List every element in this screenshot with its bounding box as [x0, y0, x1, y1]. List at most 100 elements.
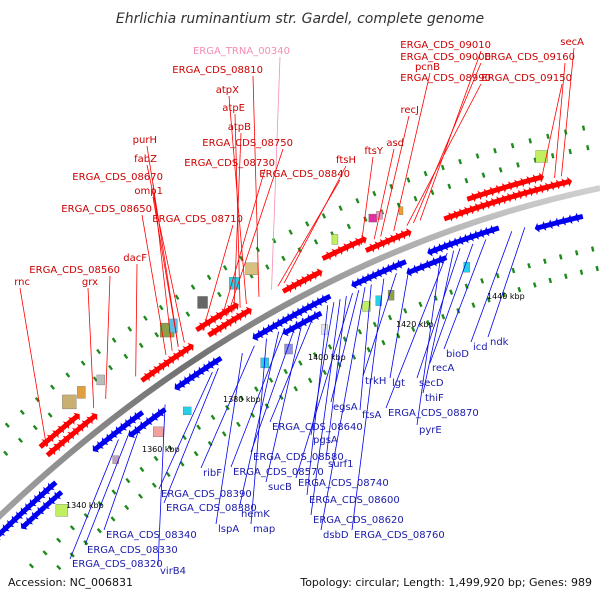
track-marker [516, 162, 520, 168]
track-marker [110, 516, 116, 522]
leader-line [380, 115, 410, 237]
track-marker [387, 314, 393, 321]
gene-label-erga-cds-09000: ERGA_CDS_09000 [400, 52, 491, 63]
gene-label-icd: icd [473, 342, 488, 353]
track-marker [167, 445, 173, 451]
gene-label-erga-cds-08570: ERGA_CDS_08570 [233, 467, 324, 478]
leader-line [135, 263, 138, 377]
gene-label-ftsa: ftsA [362, 410, 381, 421]
feature-blocks [55, 150, 548, 517]
gene-label-thif: thiF [425, 393, 444, 404]
leader-line [393, 72, 431, 232]
track-marker [92, 376, 98, 382]
gene-label-grx: grx [82, 277, 98, 288]
track-marker [357, 328, 363, 335]
track-marker [498, 167, 503, 173]
label-leader-lines [19, 47, 575, 567]
leader-line [362, 273, 397, 377]
leader-line [310, 299, 341, 516]
track-marker [165, 471, 171, 478]
topology-text: Topology: circular; Length: 1,499,920 bp… [299, 576, 592, 589]
reverse-gene-arrow [534, 222, 544, 233]
track-marker [527, 263, 531, 269]
track-marker [151, 482, 157, 488]
track-marker [271, 237, 277, 244]
track-marker [265, 264, 270, 270]
position-marker-1360-kbp: 1360 kbp [142, 445, 180, 454]
gene-label-trkh: trkH [365, 376, 386, 387]
leader-line [233, 132, 242, 312]
gene-label-erga-cds-09010: ERGA_CDS_09010 [400, 40, 491, 51]
reverse-gene-arrow [134, 410, 145, 420]
leader-line [359, 284, 372, 411]
track-marker [595, 265, 599, 272]
reverse-gene-arrow [212, 355, 223, 366]
gene-label-surf1: surf1 [328, 459, 354, 470]
leader-line [406, 83, 482, 226]
track-marker [528, 138, 532, 144]
gene-label-erga-cds-08640: ERGA_CDS_08640 [272, 422, 363, 433]
feature-block [62, 394, 77, 410]
leader-line [416, 255, 442, 426]
track-marker [278, 394, 284, 401]
gene-label-pyre: pyrE [419, 425, 442, 436]
leader-line [310, 302, 335, 436]
gene-label-asd: asd [386, 138, 404, 149]
forward-gene-arrow [312, 268, 323, 278]
gene-label-hemk: hemK [241, 509, 270, 520]
gene-label-dsbd: dsbD [323, 530, 349, 541]
gene-label-ribf: ribF [203, 468, 222, 479]
gene-label-erga-cds-08810: ERGA_CDS_08810 [172, 65, 263, 76]
gene-label-dacf: dacF [123, 253, 147, 264]
track-marker [346, 223, 351, 230]
track-marker [190, 284, 196, 290]
position-marker-1380-kbp: 1380 kbp [223, 395, 261, 404]
leader-line [320, 287, 366, 531]
leader-line [373, 148, 395, 240]
leader-line [265, 318, 304, 483]
gene-label-erga-cds-08390: ERGA_CDS_08390 [161, 489, 252, 500]
track-marker [222, 265, 228, 271]
track-marker [111, 337, 117, 343]
track-marker [293, 385, 299, 392]
leader-line [413, 62, 482, 224]
reverse-gene-arrow [554, 217, 564, 228]
track-marker [125, 477, 131, 484]
track-marker [158, 304, 164, 311]
leader-line [202, 224, 234, 331]
gene-label-egsa: egsA [333, 402, 358, 413]
leader-line [487, 227, 526, 338]
leader-line [416, 248, 461, 379]
track-marker [210, 414, 216, 421]
track-marker [579, 269, 584, 275]
track-marker [564, 273, 568, 279]
feature-block [463, 262, 470, 273]
leader-line [389, 267, 410, 379]
leader-line [105, 275, 111, 399]
leader-line [470, 231, 513, 343]
track-marker [366, 346, 371, 353]
track-marker [355, 197, 360, 204]
track-marker [372, 190, 377, 197]
feature-block [331, 234, 339, 245]
track-marker [185, 311, 191, 317]
gene-label-purh: purH [133, 135, 157, 146]
reverse-gene-arrow [547, 219, 558, 229]
gene-label-map: map [253, 524, 275, 535]
feature-block [368, 213, 377, 223]
track-marker [327, 344, 333, 350]
reverse-gene-arrow [567, 214, 577, 225]
reverse-gene-arrow [541, 221, 551, 231]
track-marker [288, 229, 293, 235]
gene-label-sucb: sucB [268, 482, 292, 493]
track-marker [17, 437, 23, 443]
track-marker [143, 315, 148, 321]
leader-line [238, 331, 280, 510]
gene-labels: secAERGA_CDS_09010ERGA_CDS_09000ERGA_CDS… [14, 37, 584, 577]
leader-line [540, 83, 563, 182]
track-marker [458, 158, 463, 165]
leader-line [146, 164, 185, 343]
track-marker [471, 302, 476, 308]
gene-label-secd: secD [419, 378, 444, 389]
track-marker [80, 360, 86, 366]
